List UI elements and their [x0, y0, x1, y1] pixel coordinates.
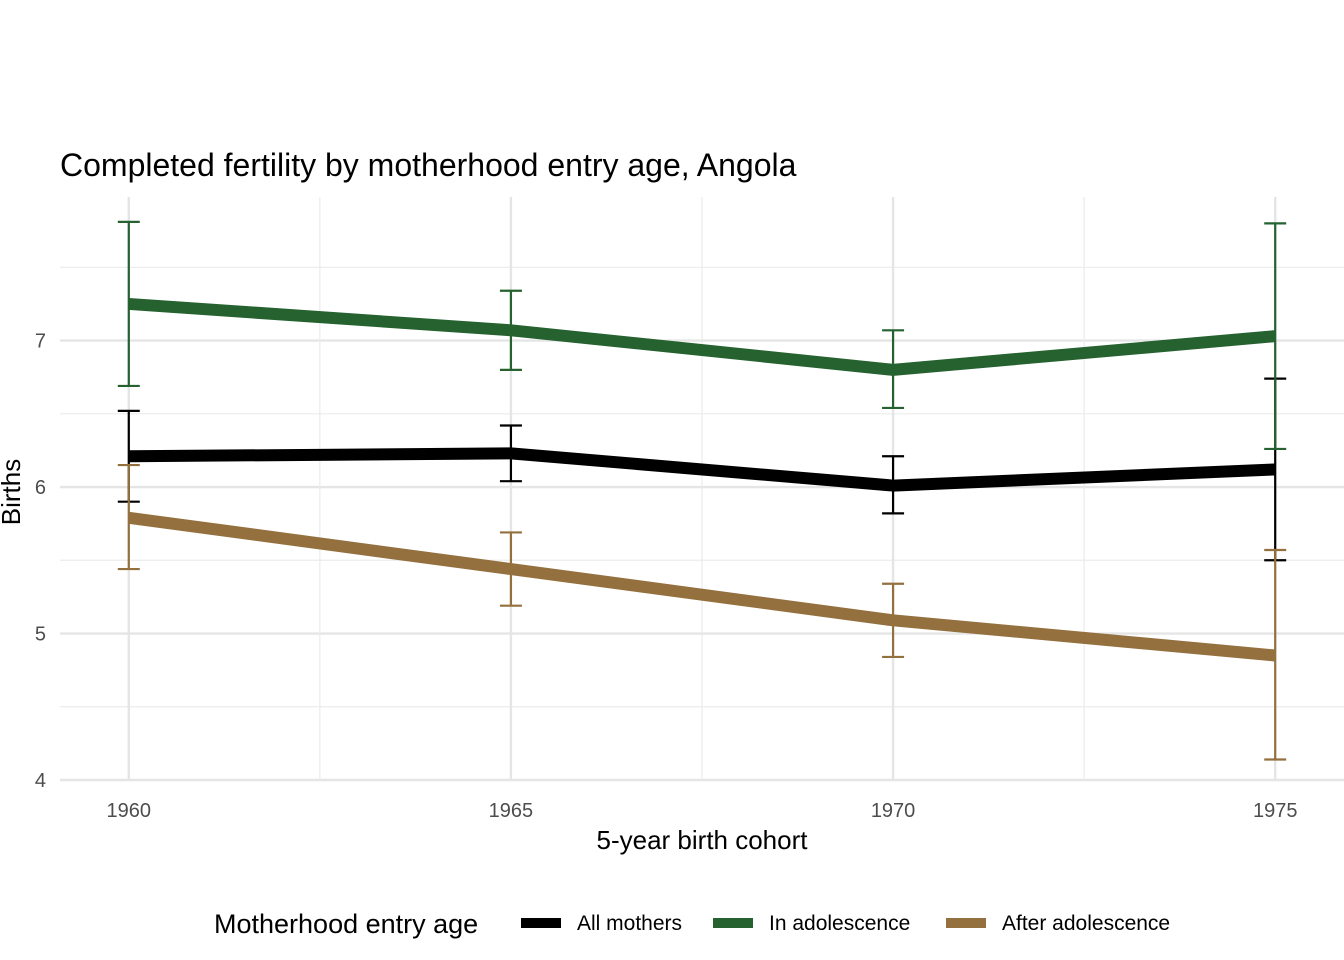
legend-item: All mothers [521, 912, 682, 935]
legend-label: In adolescence [769, 912, 910, 935]
chart-title: Completed fertility by motherhood entry … [60, 147, 797, 183]
x-tick-label: 1970 [871, 800, 916, 822]
error-bar [882, 329, 905, 410]
y-axis-title: Births [0, 459, 26, 525]
legend-items: All mothers In adolescence After adolescen… [521, 912, 1170, 935]
error-bar [117, 463, 140, 571]
y-tick-label: 7 [35, 331, 46, 353]
x-axis-ticks: 1960 1965 1970 1975 [107, 800, 1298, 822]
x-tick-label: 1965 [489, 800, 534, 822]
y-tick-label: 5 [35, 624, 46, 646]
legend-label: All mothers [577, 912, 682, 935]
x-tick-label: 1975 [1253, 800, 1298, 822]
error-bar [499, 289, 522, 371]
y-axis-ticks: 4 5 6 7 [35, 331, 46, 792]
legend-item: After adolescence [946, 912, 1170, 935]
series-line [127, 511, 1276, 662]
series-line [128, 447, 1276, 492]
error-bar [117, 220, 140, 388]
error-bar [1264, 222, 1287, 451]
series-layer [117, 220, 1287, 761]
x-axis-title: 5-year birth cohort [597, 825, 809, 855]
legend: Motherhood entry age All mothers In adole… [214, 909, 1170, 939]
legend-item: In adolescence [713, 912, 910, 935]
legend-title: Motherhood entry age [214, 909, 478, 939]
error-bar [499, 424, 522, 483]
series-after-adolescence [117, 463, 1287, 761]
error-bar [1264, 548, 1287, 761]
series-line [128, 297, 1276, 376]
y-tick-label: 4 [35, 770, 46, 792]
y-tick-label: 6 [35, 477, 46, 499]
error-bar [499, 531, 522, 607]
series-in-adolescence [117, 220, 1287, 451]
x-tick-label: 1960 [107, 800, 152, 822]
grid [60, 197, 1344, 782]
legend-label: After adolescence [1002, 912, 1170, 935]
error-bar [882, 455, 905, 515]
error-bar [882, 582, 905, 659]
